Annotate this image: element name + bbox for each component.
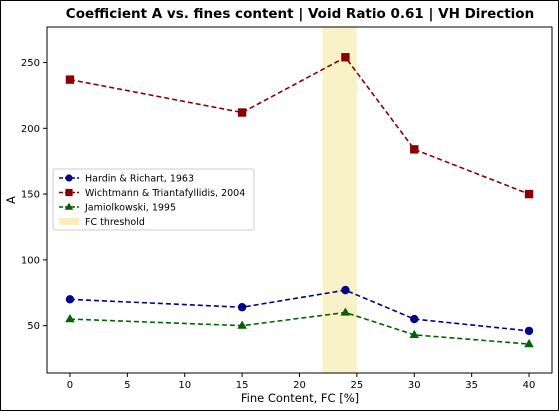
legend-label: FC threshold: [85, 217, 145, 228]
chart-title: Coefficient A vs. fines content | Void R…: [66, 6, 534, 22]
legend: Hardin & Richart, 1963 Wichtmann & Triant…: [52, 168, 255, 231]
data-point: [524, 326, 534, 336]
series-2: [65, 53, 534, 199]
legend-entry: Jamiolkowski, 1995: [59, 202, 176, 213]
x-tick-label: 10: [178, 380, 191, 391]
data-point: [410, 145, 419, 154]
y-axis-ticks: 50 100 150 200 250: [21, 58, 47, 332]
data-point: [341, 285, 350, 295]
series-3: [65, 307, 534, 348]
data-point: [237, 108, 247, 117]
legend-label: Jamiolkowski, 1995: [84, 202, 176, 213]
legend-marker: [65, 174, 73, 182]
legend-swatch: [59, 218, 79, 225]
x-tick-label: 40: [523, 380, 536, 391]
legend-box: [52, 168, 255, 231]
y-axis-label: A: [4, 196, 18, 204]
fc-threshold-band: [322, 27, 357, 373]
legend-entry: Wichtmann & Triantafyllidis, 2004: [59, 188, 245, 199]
y-tick-label: 250: [21, 58, 40, 69]
data-point: [340, 307, 351, 316]
data-point: [65, 295, 75, 304]
series-line: [69, 311, 530, 345]
data-point: [524, 339, 534, 348]
legend-entry: FC threshold: [59, 217, 145, 228]
y-tick-label: 50: [27, 321, 40, 332]
legend-marker: [65, 188, 73, 197]
data-point: [409, 329, 420, 338]
series-line: [69, 289, 530, 332]
y-tick-label: 150: [21, 190, 40, 201]
x-axis-label: Fine Content, FC [%]: [241, 391, 359, 405]
legend-label: Hardin & Richart, 1963: [85, 173, 194, 184]
y-tick-label: 100: [21, 255, 40, 266]
data-point: [524, 189, 534, 199]
legend-entry: Hardin & Richart, 1963: [59, 173, 194, 184]
data-point: [237, 303, 247, 312]
x-tick-label: 5: [124, 380, 130, 391]
threshold-band-layer: [322, 27, 357, 373]
x-tick-label: 0: [67, 380, 73, 391]
data-point: [237, 320, 247, 329]
data-point: [341, 53, 350, 62]
x-tick-label: 30: [408, 380, 421, 391]
data-point: [65, 75, 75, 84]
x-tick-label: 35: [465, 380, 478, 391]
series-1: [65, 285, 534, 336]
y-tick-label: 200: [21, 124, 40, 135]
legend-marker: [64, 202, 74, 210]
data-point: [410, 314, 419, 324]
legend-label: Wichtmann & Triantafyllidis, 2004: [85, 188, 245, 199]
data-point: [65, 314, 75, 323]
x-tick-label: 15: [236, 380, 249, 391]
x-tick-label: 20: [293, 380, 306, 391]
x-tick-label: 25: [351, 380, 364, 391]
x-axis-ticks: 0 5 10 15 20 25 30 35 40: [67, 373, 536, 391]
series-layer: [65, 53, 534, 348]
